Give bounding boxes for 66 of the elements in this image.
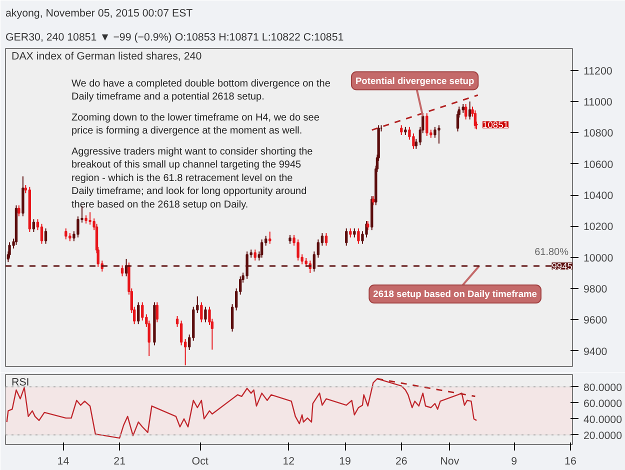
x-tick-label: 12 [282,456,295,468]
y-tick-label: 9800 [584,284,608,296]
x-tick-label: Nov [440,456,460,468]
candlestick [254,249,256,261]
chart-title: DAX index of German listed shares, 240 [12,50,202,62]
text: akyong, November 05, 2015 00:07 EST [6,8,194,20]
candlestick [438,124,440,144]
y-tick-label: 11000 [584,96,612,108]
chart-title: RSI [12,376,30,388]
candlestick [200,302,203,323]
x-tick-label: 21 [114,456,126,468]
candlestick [141,302,144,322]
candlestick [137,302,140,325]
x-tick-label: 19 [339,456,352,468]
y-tick-label: 10000 [584,252,614,264]
candlestick [18,204,20,217]
candlestick [345,228,348,246]
annotation: Aggressive traders might want to consider shorting the breakout of this small up channel targeting the 9945 region - which is the 61.8 retracement level on the Daily timeframe; and look for long opportunity around there based on the 2618 setup on Daily. [72,146,314,210]
x-tick-label: Oct [192,456,208,468]
candlestick [353,228,356,238]
candlestick [32,218,36,232]
candlestick [260,238,264,258]
chart-subtitle: GER30, 240 10851 ▼ −99 (−0.9%) O:10853 H:10871 L:10822 C:10851 [6,32,344,44]
annotation: 10851 [482,120,508,130]
candlestick [434,126,436,138]
y-tick-label: 20.0000 [584,430,622,442]
y-tick-label: 40.0000 [584,414,622,426]
annotation: 61.80% [534,246,569,258]
annotation: Potential divergence setup [355,76,474,86]
x-tick-label: 14 [57,456,70,468]
candlestick [156,302,158,323]
candlestick [468,101,472,120]
ref-line-label: 9945 [552,261,573,272]
candlestick [204,306,207,323]
candlestick [64,228,68,240]
y-tick-label: 10400 [584,190,614,202]
y-tick-label: 9600 [584,314,608,327]
candlestick [412,132,415,150]
y-tick-label: 9400 [584,346,608,358]
line-series [6,378,478,439]
candlestick [120,264,124,277]
x-tick-label: 9 [511,456,518,468]
candlestick [88,212,92,226]
candlestick [40,223,44,244]
annotation: 2618 setup based on Daily timeframe [373,289,537,300]
y-tick-label: 10600 [584,158,614,171]
candlestick [324,232,328,246]
candlestick [296,238,300,261]
candlestick [76,216,80,238]
candlestick [180,320,183,346]
candlestick [400,124,403,136]
y-tick-label: 80.0000 [584,382,622,394]
candlestick [357,228,360,244]
x-tick-label: 16 [564,456,576,468]
candlestick [44,228,48,244]
y-tick-label: 11200 [584,65,612,78]
y-tick-label: 10800 [584,128,614,140]
annotation: Zooming down to the lower timeframe on H4, we do see price is forming a divergence at the moment as well. [72,112,320,137]
candlestick [464,103,468,120]
y-tick-label: 60.0000 [584,398,622,410]
candlestick [426,112,428,136]
candlestick [268,231,272,244]
y-tick-label: 10200 [584,221,614,234]
x-tick-label: 26 [395,456,408,468]
annotation: We do have a completed double bottom divergence on the Daily timeframe and a potential 2618 setup. [72,78,331,103]
candlestick [349,228,352,238]
